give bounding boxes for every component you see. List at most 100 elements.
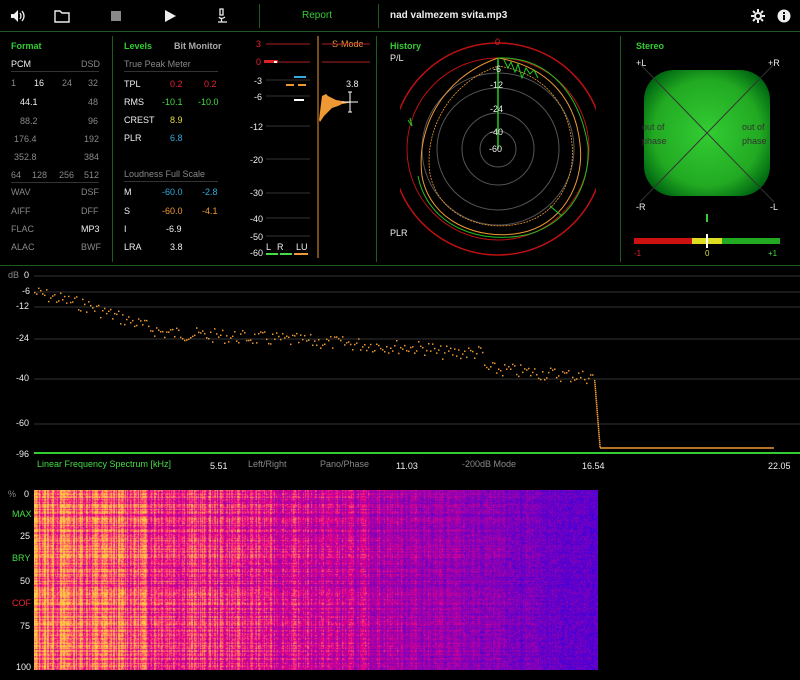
info-icon[interactable] <box>774 6 794 26</box>
history-ring-label: -12 <box>490 80 504 90</box>
history-ring-label: -60 <box>489 144 503 154</box>
history-radar <box>400 42 596 256</box>
correlation-mid: 0 <box>705 249 710 258</box>
history-pl-label: P/L <box>390 53 404 63</box>
meter-graphic <box>264 36 370 258</box>
pano-phase-mode[interactable]: Pano/Phase <box>320 459 370 469</box>
cof-marker: COF <box>12 598 31 608</box>
out-of-phase-right: out of <box>742 122 765 132</box>
panel-divider <box>112 36 113 262</box>
meter-scale-label: -20 <box>250 155 264 165</box>
legend-right: R <box>277 242 284 252</box>
max-marker: MAX <box>12 509 32 519</box>
format-dsd-rate: 64 <box>11 170 22 180</box>
tpl-right-value: 0.2 <box>204 79 217 89</box>
spectrum-y-tick: 0 <box>24 270 30 280</box>
stereo-minus-l: -L <box>770 202 779 212</box>
spectrogram-heatmap <box>34 490 598 670</box>
out-of-phase-right: phase <box>742 136 767 146</box>
spectrum-y-tick: -96 <box>16 449 30 459</box>
meter-scale-label: -40 <box>250 214 264 224</box>
minus-200db-mode[interactable]: -200dB Mode <box>462 459 517 469</box>
meter-scale-label: -50 <box>250 232 264 242</box>
lra-value: 3.8 <box>170 242 183 252</box>
format-type-active: MP3 <box>81 224 100 234</box>
microscope-icon[interactable] <box>212 6 232 26</box>
toolbar: Report nad valmezem svita.mp3 <box>0 0 800 32</box>
section-divider <box>0 265 800 266</box>
spectrum-y-tick: -60 <box>16 418 30 428</box>
legend-lu: LU <box>296 242 308 252</box>
gear-icon[interactable] <box>748 6 768 26</box>
format-pcm: PCM <box>11 59 31 69</box>
spectrum-x-title: Linear Frequency Spectrum [kHz] <box>37 459 172 469</box>
spectrum-db-label: dB <box>8 270 20 280</box>
meter-scale-label: -30 <box>250 188 264 198</box>
format-bit-1: 1 <box>11 78 17 88</box>
play-icon[interactable] <box>160 6 180 26</box>
format-type: DSF <box>81 187 99 197</box>
short-term-max-value: -4.1 <box>202 206 218 216</box>
format-rate: 384 <box>84 152 100 162</box>
left-right-mode[interactable]: Left/Right <box>248 459 287 469</box>
out-of-phase-left: phase <box>642 136 667 146</box>
format-bit-24: 24 <box>62 78 73 88</box>
format-rate: 176.4 <box>14 134 37 144</box>
format-type: BWF <box>81 242 101 252</box>
format-type: AIFF <box>11 206 31 216</box>
meter-scale-label: -60 <box>250 248 264 258</box>
spectrum-x-tick: 16.54 <box>582 461 605 471</box>
spectrum-plot <box>34 275 800 454</box>
panel-divider <box>376 36 377 262</box>
history-title: History <box>390 41 422 51</box>
rms-label: RMS <box>124 97 144 107</box>
short-term-label: S <box>124 206 131 216</box>
spectrogram-y-tick: 50 <box>20 576 31 586</box>
lu-range-value: 3.8 <box>346 79 359 89</box>
format-rate: 48 <box>88 97 99 107</box>
legend-left: L <box>266 242 272 252</box>
format-bit-32: 32 <box>88 78 99 88</box>
history-plr-label: PLR <box>390 228 408 238</box>
meter-scale-label: -3 <box>254 76 263 86</box>
bry-marker: BRY <box>12 553 31 563</box>
format-rate: 88.2 <box>20 116 38 126</box>
correlation-min: -1 <box>634 249 642 258</box>
short-term-value: -60.0 <box>162 206 183 216</box>
spectrum-x-tick: 5.51 <box>210 461 228 471</box>
spectrogram-y-tick: 0 <box>24 489 30 499</box>
spectrum-y-tick: -24 <box>16 333 30 343</box>
stereo-title: Stereo <box>636 41 665 51</box>
toolbar-divider <box>378 4 379 28</box>
format-type: DFF <box>81 206 99 216</box>
format-type: FLAC <box>11 224 35 234</box>
momentary-label: M <box>124 187 132 197</box>
stereo-minus-r: -R <box>636 202 646 212</box>
meter-scale-label: 0 <box>256 57 262 67</box>
spectrum-x-tick: 11.03 <box>396 461 418 471</box>
history-ring-label: -6 <box>493 64 502 74</box>
spectrum-y-tick: -12 <box>16 301 30 311</box>
folder-icon[interactable] <box>52 6 72 26</box>
report-button[interactable]: Report <box>302 10 333 21</box>
stereo-plus-r: +R <box>768 58 780 68</box>
format-title: Format <box>11 41 42 51</box>
spectrogram-pct-label: % <box>8 489 17 499</box>
spectrogram-y-tick: 100 <box>16 662 32 672</box>
stop-icon[interactable] <box>106 6 126 26</box>
format-dsd-rate: 256 <box>59 170 75 180</box>
lra-label: LRA <box>124 242 142 252</box>
format-dsd-rate: 128 <box>32 170 48 180</box>
volume-icon[interactable] <box>8 6 28 26</box>
format-rate: 96 <box>88 116 99 126</box>
integrated-value: -6.9 <box>166 224 182 234</box>
bit-monitor-tab[interactable]: Bit Monitor <box>174 41 222 51</box>
meter-scale-label: -6 <box>254 92 263 102</box>
true-peak-title: True Peak Meter <box>124 59 191 69</box>
rms-right-value: -10.0 <box>198 97 219 107</box>
format-rate: 192 <box>84 134 100 144</box>
format-dsd-rate: 512 <box>84 170 100 180</box>
momentary-max-value: -2.8 <box>202 187 218 197</box>
toolbar-divider <box>259 4 260 28</box>
crest-label: CREST <box>124 115 155 125</box>
